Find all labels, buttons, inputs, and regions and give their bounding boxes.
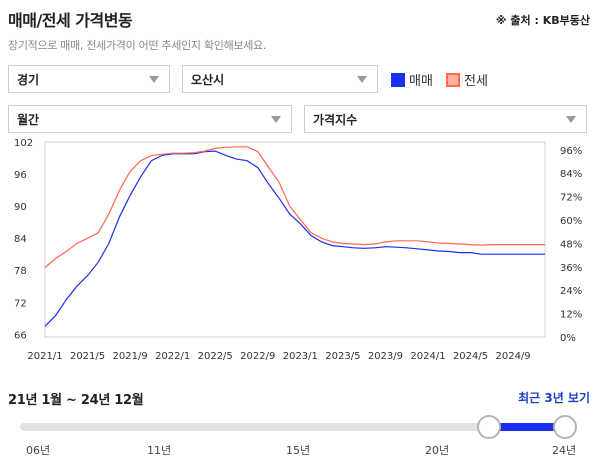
price-index-chart: 66 72 78 84 90 96 102 0% 12% 24% 36% 48% 60% 72% 84% 96… <box>14 138 582 362</box>
range-slider-fill <box>488 423 565 431</box>
chevron-down-icon <box>149 76 159 83</box>
chevron-down-icon <box>566 116 576 123</box>
x-tick-label: 2024/1 <box>410 351 445 362</box>
region-select-value: 경기 <box>17 72 40 87</box>
slider-tick-24: 24년 <box>552 444 577 457</box>
legend-item-jeonse[interactable]: 전세 <box>446 70 488 89</box>
slider-tick-15: 15년 <box>286 444 311 457</box>
legend-label-jeonse: 전세 <box>464 74 488 89</box>
x-tick-label: 2021/1 <box>27 351 62 362</box>
legend-item-sale[interactable]: 매매 <box>391 70 433 89</box>
chevron-down-icon <box>271 116 281 123</box>
y-left-tick-label: 78 <box>14 266 27 277</box>
y-left-tick-label: 96 <box>14 170 27 181</box>
page-subtitle: 장기적으로 매매, 전세가격이 어떤 추세인지 확인해보세요. <box>8 39 267 52</box>
slider-tick-20: 20년 <box>425 444 450 457</box>
x-tick-label: 2023/9 <box>368 351 403 362</box>
y-right-tick-label: 36% <box>560 263 582 274</box>
x-tick-label: 2024/5 <box>453 351 488 362</box>
metric-select-value: 가격지수 <box>313 112 358 127</box>
series-line-sale <box>44 150 545 327</box>
legend-label-sale: 매매 <box>409 74 433 89</box>
region-select[interactable]: 경기 <box>8 65 170 93</box>
recent-3-years-button[interactable]: 최근 3년 보기 <box>518 391 590 405</box>
y-left-tick-label: 102 <box>14 138 33 149</box>
city-select[interactable]: 오산시 <box>182 65 378 93</box>
plot-frame <box>44 141 546 338</box>
y-left-tick-label: 72 <box>14 298 27 309</box>
range-slider-track[interactable] <box>20 423 565 431</box>
range-slider-start-handle[interactable] <box>476 415 501 439</box>
y-left-tick-label: 90 <box>14 202 27 213</box>
x-tick-label: 2021/9 <box>113 351 148 362</box>
city-select-value: 오산시 <box>191 72 225 87</box>
chevron-down-icon <box>357 76 367 83</box>
x-tick-label: 2022/9 <box>240 351 275 362</box>
range-label: 21년 1월 ~ 24년 12월 <box>8 393 144 408</box>
y-right-tick-label: 48% <box>560 239 582 250</box>
y-right-tick-label: 24% <box>560 286 582 297</box>
slider-tick-06: 06년 <box>26 444 51 457</box>
legend-swatch-sale <box>391 72 405 87</box>
source-note: ※ 출처 : KB부동산 <box>495 14 590 27</box>
y-left-tick-label: 84 <box>14 234 27 245</box>
page-title: 매매/전세 가격변동 <box>8 11 133 30</box>
x-tick-label: 2023/5 <box>325 351 360 362</box>
x-tick-label: 2022/5 <box>198 351 233 362</box>
x-tick-label: 2021/5 <box>70 351 105 362</box>
x-tick-label: 2023/1 <box>283 351 318 362</box>
legend-swatch-jeonse <box>446 72 460 87</box>
y-left-tick-label: 66 <box>14 330 27 341</box>
period-select[interactable]: 월간 <box>8 105 292 133</box>
series-line-jeonse <box>44 146 545 268</box>
metric-select[interactable]: 가격지수 <box>304 105 587 133</box>
x-tick-label: 2024/9 <box>495 351 530 362</box>
y-right-tick-label: 96% <box>560 146 582 157</box>
y-right-tick-label: 0% <box>560 333 576 344</box>
range-slider-end-handle[interactable] <box>553 415 577 439</box>
y-right-tick-label: 60% <box>560 216 582 227</box>
x-tick-label: 2022/1 <box>155 351 190 362</box>
period-select-value: 월간 <box>17 112 40 127</box>
slider-tick-11: 11년 <box>147 444 172 457</box>
y-right-tick-label: 84% <box>560 169 582 180</box>
y-right-tick-label: 72% <box>560 193 582 204</box>
y-right-tick-label: 12% <box>560 310 582 321</box>
